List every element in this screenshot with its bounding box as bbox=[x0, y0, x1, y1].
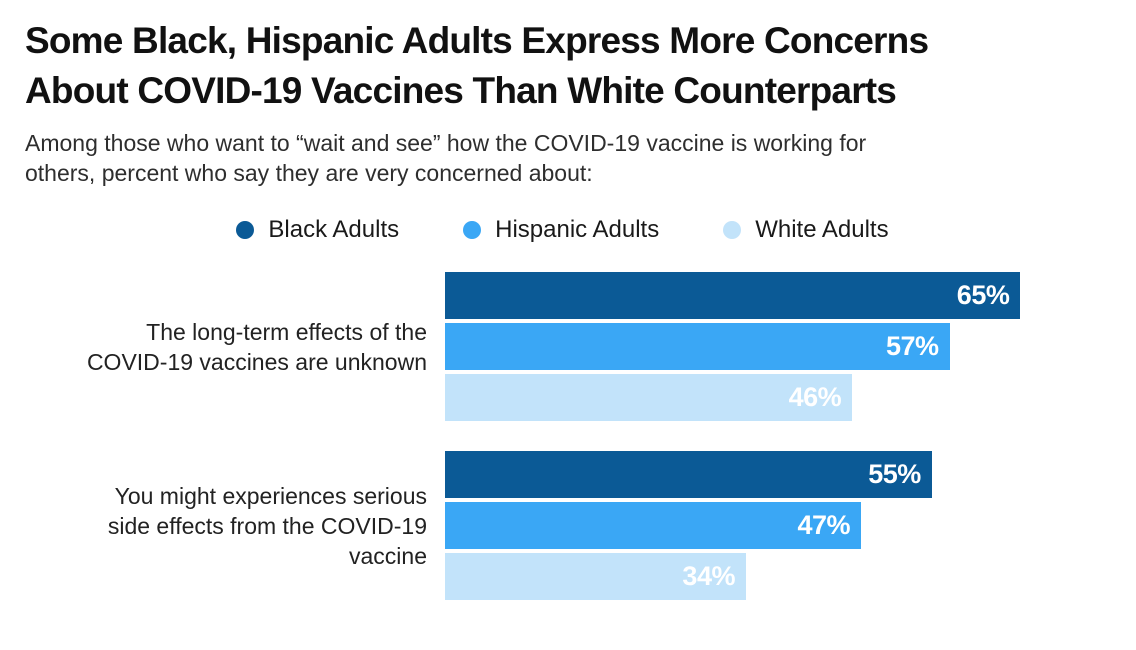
bar-chart: The long-term effects of the COVID-19 va… bbox=[25, 272, 1100, 600]
legend: Black Adults Hispanic Adults White Adult… bbox=[25, 216, 1100, 244]
bar-set: 55% 47% 34% bbox=[445, 451, 1100, 600]
subtitle-line-2: others, percent who say they are very co… bbox=[25, 160, 593, 186]
bar-hispanic-adults: 47% bbox=[445, 502, 861, 549]
bar-value-label: 65% bbox=[956, 280, 1010, 310]
bar-white-adults: 34% bbox=[445, 553, 746, 600]
page-title: Some Black, Hispanic Adults Express More… bbox=[25, 16, 1100, 116]
group-label-line: You might experiences serious bbox=[114, 482, 427, 509]
group-label-line: side effects from the COVID-19 bbox=[107, 512, 427, 539]
subtitle-line-1: Among those who want to “wait and see” h… bbox=[25, 130, 867, 156]
legend-label: White Adults bbox=[755, 216, 889, 243]
legend-label: Black Adults bbox=[268, 216, 400, 243]
legend-item-black-adults: Black Adults bbox=[236, 216, 399, 244]
bar-value-label: 34% bbox=[682, 561, 735, 591]
legend-dot-icon bbox=[236, 221, 255, 239]
legend-dot-icon bbox=[463, 221, 482, 239]
bar-group-side-effects: You might experiences serious side effec… bbox=[25, 451, 1100, 600]
title-line-2: About COVID-19 Vaccines Than White Count… bbox=[25, 70, 897, 111]
bar-set: 65% 57% 46% bbox=[445, 272, 1100, 421]
bar-black-adults: 65% bbox=[445, 272, 1021, 319]
bar-value-label: 57% bbox=[885, 331, 939, 361]
legend-item-hispanic-adults: Hispanic Adults bbox=[463, 216, 659, 244]
bar-black-adults: 55% bbox=[445, 451, 932, 498]
legend-item-white-adults: White Adults bbox=[723, 216, 889, 244]
title-line-1: Some Black, Hispanic Adults Express More… bbox=[25, 20, 929, 61]
bar-group-label: You might experiences serious side effec… bbox=[25, 481, 445, 571]
group-label-line: The long-term effects of the bbox=[146, 318, 427, 345]
bar-white-adults: 46% bbox=[445, 374, 853, 421]
bar-value-label: 47% bbox=[797, 510, 850, 540]
bar-value-label: 46% bbox=[788, 382, 842, 412]
legend-label: Hispanic Adults bbox=[495, 216, 660, 243]
group-label-line: COVID-19 vaccines are unknown bbox=[86, 348, 427, 375]
group-label-line: vaccine bbox=[349, 542, 427, 569]
bar-group-label: The long-term effects of the COVID-19 va… bbox=[25, 317, 445, 377]
bar-group-long-term-effects: The long-term effects of the COVID-19 va… bbox=[25, 272, 1100, 421]
bar-value-label: 55% bbox=[868, 459, 921, 489]
legend-dot-icon bbox=[723, 221, 742, 239]
bar-hispanic-adults: 57% bbox=[445, 323, 950, 370]
chart-subtitle: Among those who want to “wait and see” h… bbox=[25, 128, 1100, 188]
